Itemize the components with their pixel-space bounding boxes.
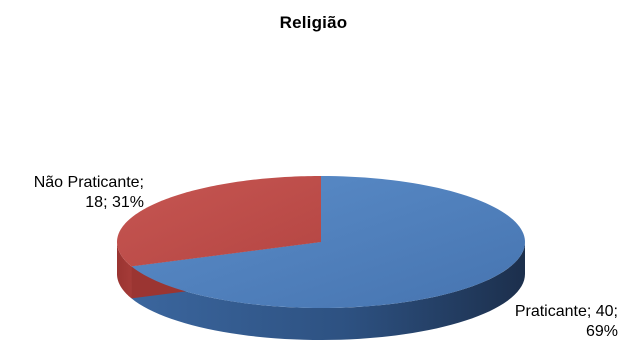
slice-label-nao-praticante-line-2: 18; 31% — [85, 194, 144, 211]
slice-label-nao-praticante: Não Praticante; 18; 31% — [6, 173, 144, 213]
pie-slice-side-n-o-praticante — [117, 242, 132, 299]
slice-label-praticante-line-2: 69% — [585, 323, 618, 340]
slice-label-nao-praticante-line-1: Não Praticante; — [33, 174, 144, 191]
chart-title: Religião — [279, 13, 348, 32]
pie-slices — [117, 176, 526, 340]
slice-label-praticante-line-1: Praticante; 40; — [514, 303, 618, 320]
pie-slice-n-o-praticante — [117, 176, 321, 267]
pie-slice-praticante — [131, 176, 525, 308]
slice-label-praticante: Praticante; 40; 69% — [470, 302, 618, 342]
pie-slice-side-praticante — [131, 242, 526, 340]
